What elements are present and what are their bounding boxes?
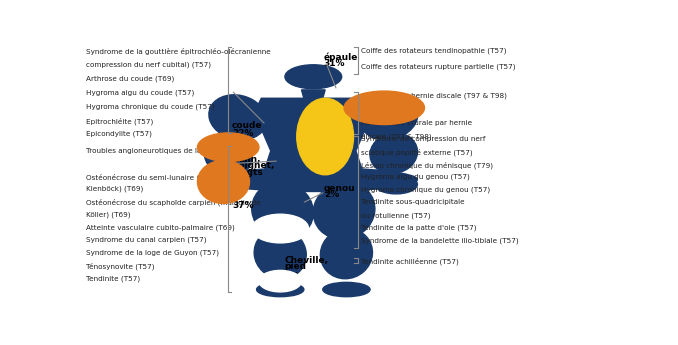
Ellipse shape [297, 98, 353, 175]
Text: Epicondylite (T57): Epicondylite (T57) [86, 131, 152, 137]
Text: 2%: 2% [324, 190, 339, 199]
Text: épaule: épaule [324, 52, 358, 61]
Text: ou rotulienne (T57): ou rotulienne (T57) [361, 212, 430, 219]
Text: 0%: 0% [285, 272, 300, 281]
Text: doigts: doigts [232, 168, 264, 177]
Text: 22%: 22% [232, 129, 254, 138]
Text: Hygroma chronique du genou (T57): Hygroma chronique du genou (T57) [361, 187, 490, 193]
Text: pied: pied [285, 263, 306, 272]
Text: Arthrose du coude (T69): Arthrose du coude (T69) [86, 76, 174, 82]
Text: genou: genou [324, 184, 355, 193]
Ellipse shape [285, 65, 342, 89]
Ellipse shape [252, 182, 313, 239]
Text: Atteinte vasculaire cubito-palmaire (T69): Atteinte vasculaire cubito-palmaire (T69… [86, 224, 235, 231]
Ellipse shape [210, 168, 418, 191]
Text: sciatique poplité externe (T57): sciatique poplité externe (T57) [361, 148, 473, 156]
Text: main,: main, [232, 155, 260, 164]
Text: Ostéonécrose du scaphoïde carpien (maladie de: Ostéonécrose du scaphoïde carpien (malad… [86, 199, 260, 206]
Text: Troubles angioneurotiques de la main (T69): Troubles angioneurotiques de la main (T6… [86, 148, 243, 154]
Ellipse shape [360, 95, 418, 140]
Ellipse shape [313, 182, 375, 239]
Text: Tendinite achilléenne (T57): Tendinite achilléenne (T57) [361, 258, 458, 265]
Ellipse shape [204, 135, 252, 176]
Ellipse shape [197, 133, 259, 161]
Text: Cheville,: Cheville, [285, 256, 328, 265]
Ellipse shape [370, 133, 418, 174]
Text: Epitrochléite (T57): Epitrochléite (T57) [86, 117, 153, 125]
Text: Tendinite (T57): Tendinite (T57) [86, 275, 140, 282]
Text: Syndrome du canal carpien (T57): Syndrome du canal carpien (T57) [86, 237, 206, 244]
Text: Lésion chronique du ménisque (T79): Lésion chronique du ménisque (T79) [361, 161, 493, 169]
Text: Syndrome de la loge de Guyon (T57): Syndrome de la loge de Guyon (T57) [86, 250, 219, 256]
Ellipse shape [256, 282, 304, 297]
Text: Coiffe des rotateurs tendinopathie (T57): Coiffe des rotateurs tendinopathie (T57) [361, 47, 506, 54]
Ellipse shape [252, 214, 308, 243]
Text: Syndrome de compression du nerf: Syndrome de compression du nerf [361, 136, 485, 142]
Text: Köller) (T69): Köller) (T69) [86, 211, 130, 218]
Text: 31%: 31% [324, 59, 345, 68]
Ellipse shape [202, 177, 245, 196]
Text: Tendinite de la patte d'oie (T57): Tendinite de la patte d'oie (T57) [361, 225, 476, 231]
Polygon shape [302, 90, 325, 98]
Text: Syndrome de la bandelette ilio-tibiale (T57): Syndrome de la bandelette ilio-tibiale (… [361, 238, 518, 244]
Text: Hygroma aigu du coude (T57): Hygroma aigu du coude (T57) [86, 89, 194, 96]
Text: Hygroma chronique du coude (T57): Hygroma chronique du coude (T57) [86, 103, 214, 110]
Text: Syndrome de la gouttière épitrochléo-olécranienne: Syndrome de la gouttière épitrochléo-olé… [86, 48, 271, 55]
Ellipse shape [321, 228, 372, 279]
Text: 7%: 7% [324, 107, 339, 116]
Ellipse shape [259, 270, 302, 292]
Ellipse shape [209, 95, 266, 140]
Text: dos: dos [324, 100, 342, 109]
Text: Sciatique par hernie discale (T97 & T98): Sciatique par hernie discale (T97 & T98) [361, 92, 506, 99]
Text: compression du nerf cubital) (T57): compression du nerf cubital) (T57) [86, 62, 211, 68]
Ellipse shape [254, 228, 306, 279]
Text: Tendinite sous-quadricipitale: Tendinite sous-quadricipitale [361, 199, 464, 206]
Text: Ténosynovite (T57): Ténosynovite (T57) [86, 263, 155, 270]
Text: Coiffe des rotateurs rupture partielle (T57): Coiffe des rotateurs rupture partielle (… [361, 63, 515, 70]
Ellipse shape [197, 160, 250, 204]
Ellipse shape [375, 175, 418, 194]
Text: discale (T97 & T98): discale (T97 & T98) [361, 134, 431, 140]
Text: Hygroma aigu du genou (T57): Hygroma aigu du genou (T57) [361, 174, 469, 180]
Text: Kienböck) (T69): Kienböck) (T69) [86, 186, 143, 193]
Text: poignet,: poignet, [232, 161, 274, 170]
Ellipse shape [344, 91, 424, 125]
Text: Radiculalgie crurale par hernie: Radiculalgie crurale par hernie [361, 120, 472, 126]
Text: coude: coude [232, 121, 262, 130]
Polygon shape [254, 98, 372, 179]
Text: 37%: 37% [232, 201, 254, 210]
Ellipse shape [323, 282, 370, 297]
Text: Ostéonécrose du semi-lunaire (maladie de: Ostéonécrose du semi-lunaire (maladie de [86, 173, 239, 181]
